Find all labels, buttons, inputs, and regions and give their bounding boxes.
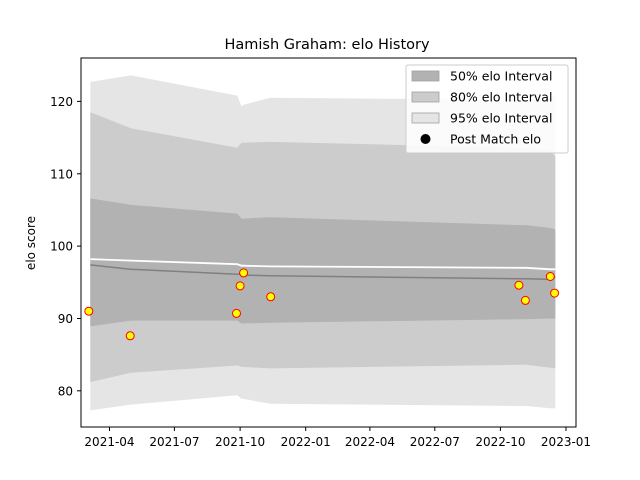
post-match-point xyxy=(545,272,555,281)
legend-entry-post-match: Post Match elo xyxy=(450,132,541,147)
post-match-point xyxy=(232,308,241,318)
legend-marker xyxy=(420,134,431,144)
legend-entry-80: 80% elo Interval xyxy=(450,90,552,105)
post-match-point xyxy=(266,292,276,302)
x-axis: 2021-04 2021-07 2021-10 2022-01 2022-04 2022-… xyxy=(84,427,591,449)
band-50-interval xyxy=(90,198,556,327)
x-tick-label: 2022-07 xyxy=(410,435,460,449)
legend-swatch xyxy=(411,70,440,82)
legend-swatch xyxy=(411,91,440,103)
chart-title: Hamish Graham: elo History xyxy=(224,37,430,53)
x-tick-label: 2022-01 xyxy=(281,435,331,449)
post-match-points xyxy=(84,268,560,341)
y-tick-label: 120 xyxy=(50,95,73,109)
post-match-point xyxy=(520,295,530,305)
post-match-point xyxy=(84,306,94,316)
y-tick-label: 90 xyxy=(58,312,73,326)
post-match-point xyxy=(514,280,524,290)
y-axis: 80 90 100 110 120 xyxy=(50,95,81,398)
elo-lines xyxy=(90,258,556,281)
legend: 50% elo Interval 80% elo Interval 95% elo … xyxy=(405,64,569,154)
y-axis-label: elo score xyxy=(24,216,38,270)
post-match-point xyxy=(239,268,249,278)
y-tick-label: 110 xyxy=(50,167,73,181)
y-tick-label: 80 xyxy=(58,384,73,398)
x-tick-label: 2022-04 xyxy=(345,435,395,449)
x-tick-label: 2021-07 xyxy=(149,435,199,449)
post-match-point xyxy=(125,331,135,341)
elo-line-white xyxy=(90,258,556,271)
post-match-point xyxy=(550,288,560,298)
x-tick-label: 2021-10 xyxy=(215,435,265,449)
legend-swatch xyxy=(411,112,440,124)
elo-line-grey xyxy=(90,264,556,281)
x-tick-label: 2021-04 xyxy=(84,435,134,449)
interval-bands xyxy=(90,75,556,411)
legend-entry-95: 95% elo Interval xyxy=(450,111,552,126)
plot-frame xyxy=(80,57,577,428)
post-match-point xyxy=(235,281,245,291)
y-tick-label: 100 xyxy=(50,240,73,254)
legend-box xyxy=(405,64,569,154)
x-tick-label: 2022-10 xyxy=(475,435,525,449)
legend-entry-50: 50% elo Interval xyxy=(450,69,552,84)
x-tick-label: 2023-01 xyxy=(541,435,591,449)
